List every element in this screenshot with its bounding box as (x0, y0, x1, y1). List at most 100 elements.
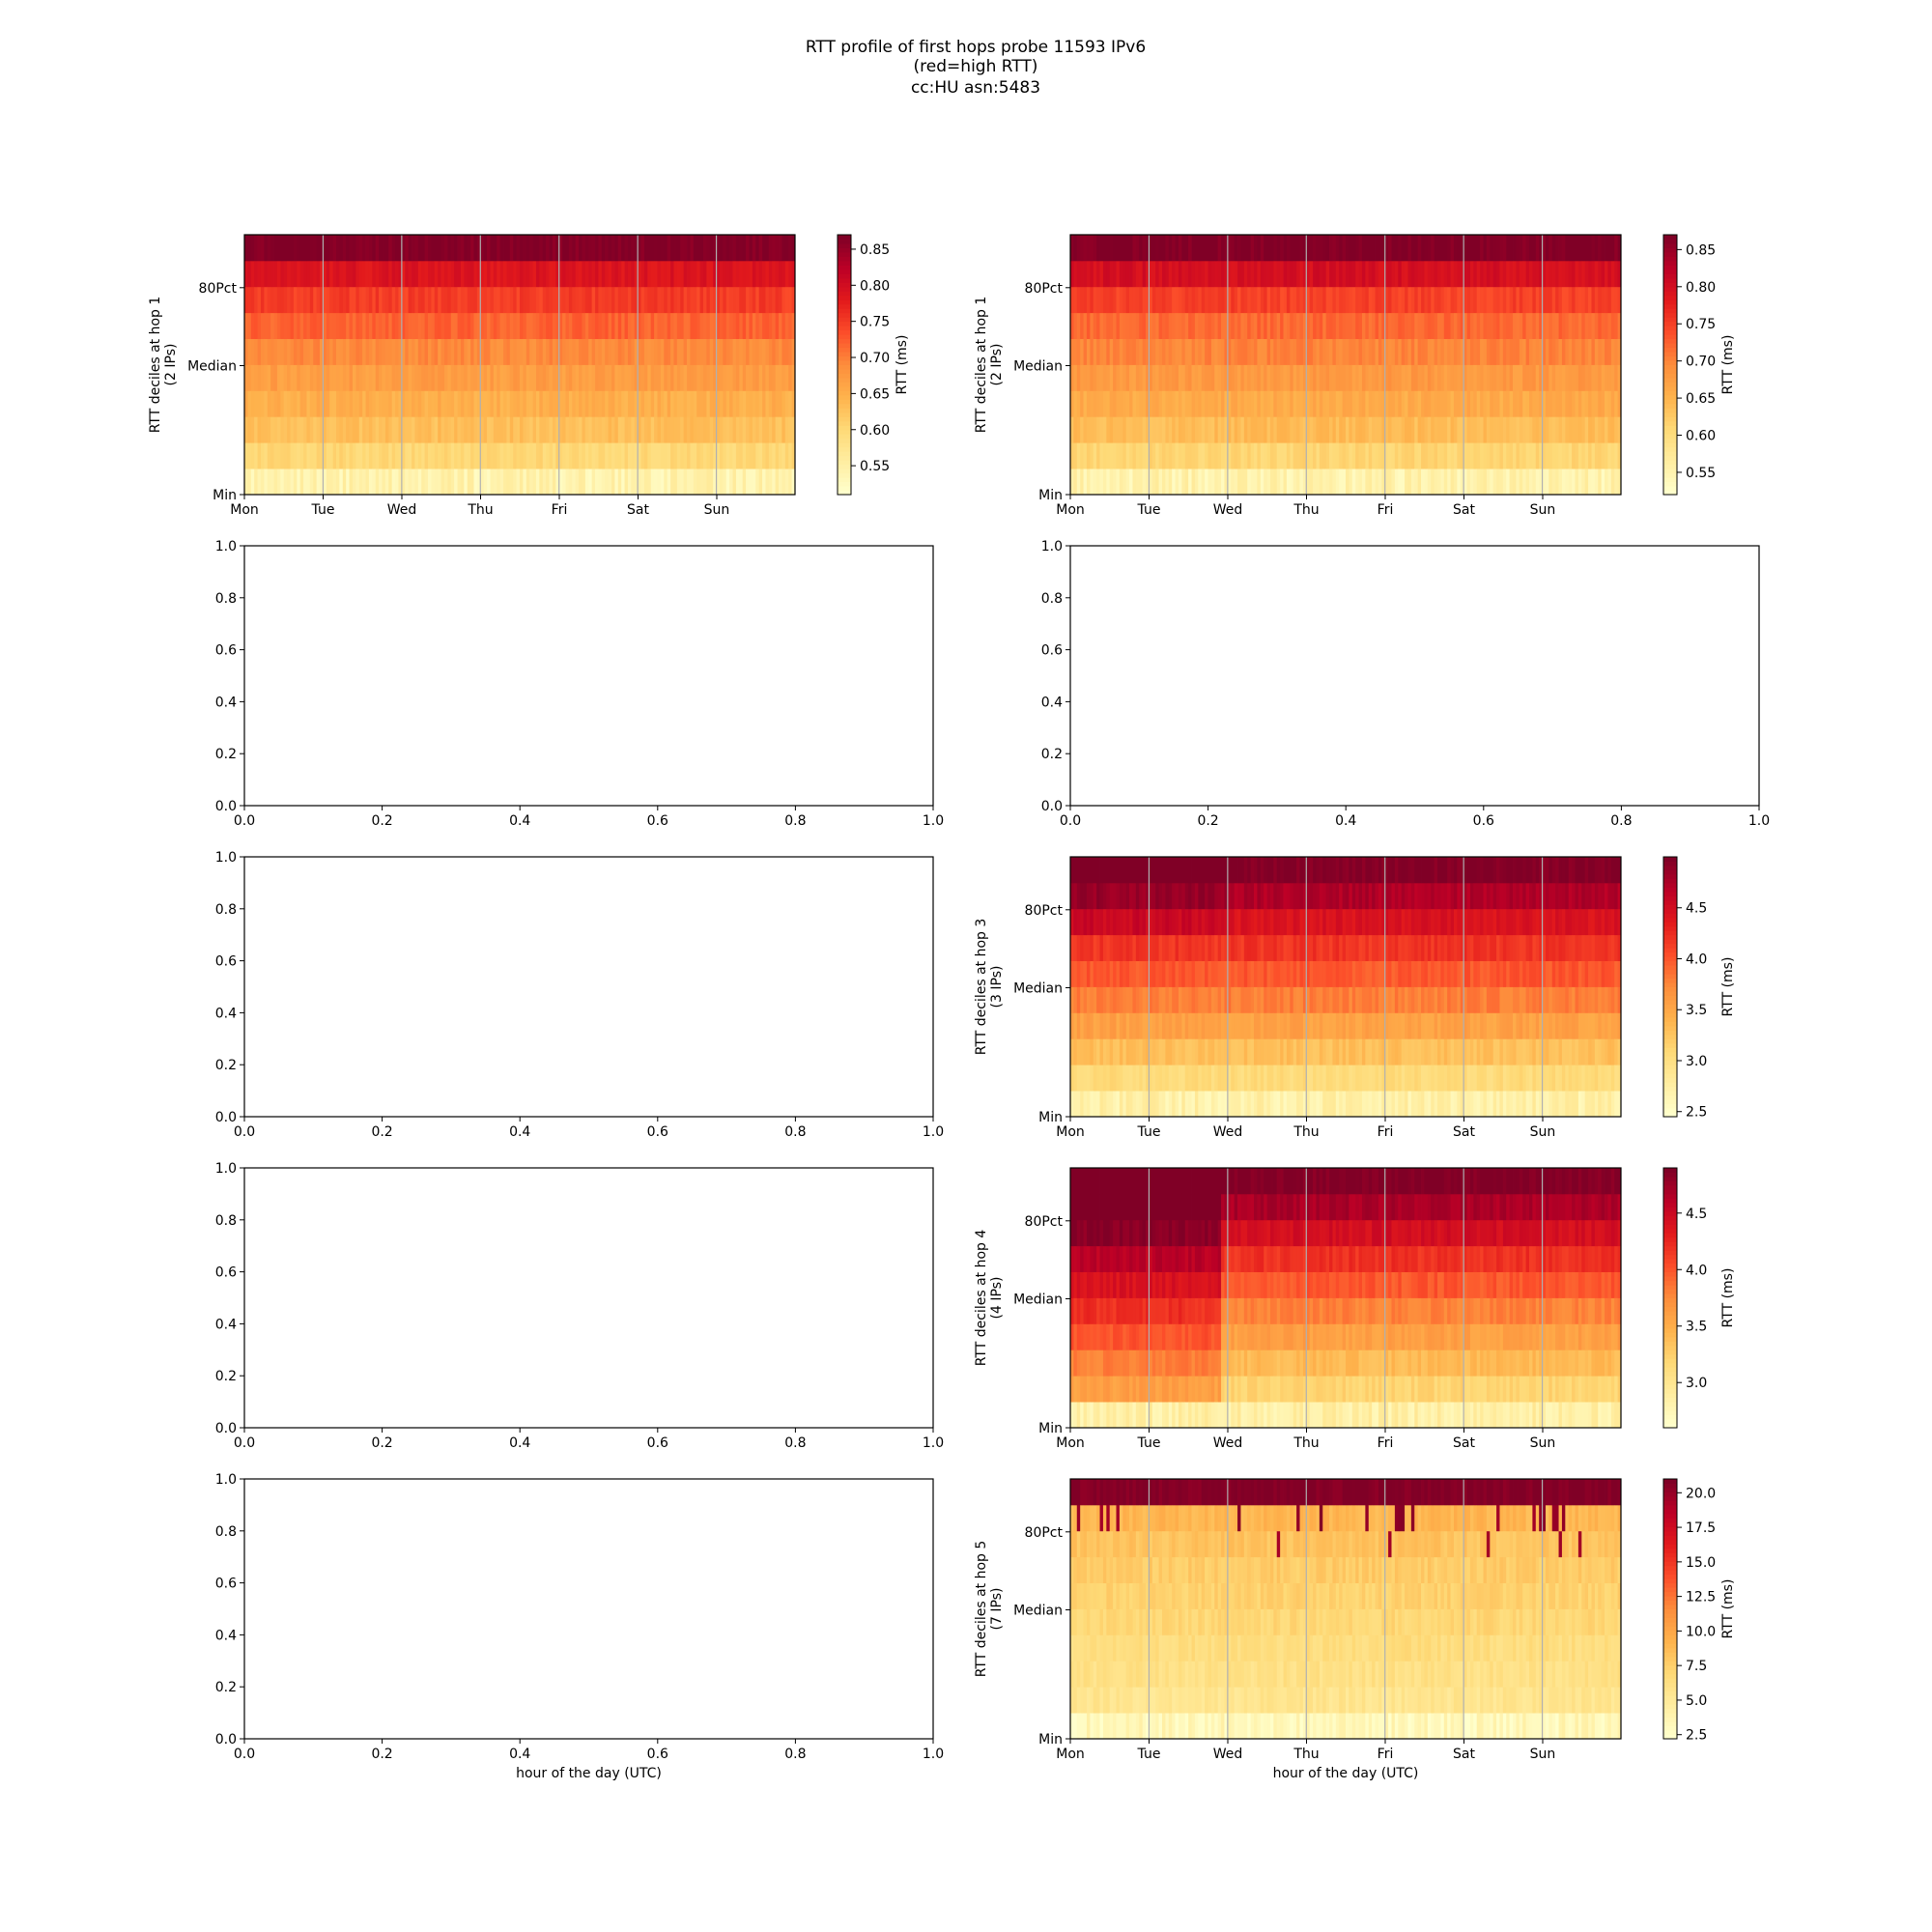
heatmap-cell (1355, 260, 1359, 288)
heatmap-cell (293, 312, 298, 339)
heatmap-cell (1460, 1065, 1464, 1092)
heatmap-cell (1129, 1091, 1133, 1118)
heatmap-cell (1460, 882, 1464, 910)
heatmap-cell (1162, 1091, 1166, 1118)
heatmap-cell (1388, 1091, 1392, 1118)
heatmap-cell (1532, 338, 1537, 365)
heatmap-cell (1286, 416, 1291, 443)
heatmap-cell (1460, 960, 1464, 987)
heatmap-cell (588, 416, 593, 443)
heatmap-cell (755, 338, 760, 365)
heatmap-cell (1073, 960, 1078, 987)
heatmap-cell (490, 235, 495, 262)
heatmap-cell (735, 390, 740, 417)
heatmap-cell (772, 469, 777, 496)
heatmap-cell (1162, 235, 1166, 262)
heatmap-cell (260, 235, 265, 262)
heatmap-cell (1414, 882, 1419, 910)
heatmap-cell (1476, 908, 1481, 936)
heatmap-cell (1372, 882, 1376, 910)
heatmap-cell (1102, 1091, 1107, 1118)
heatmap-cell (503, 286, 507, 314)
heatmap-cell (1231, 286, 1236, 314)
heatmap-cell (1149, 1012, 1153, 1039)
heatmap-cell (582, 312, 586, 339)
heatmap-cell (467, 442, 471, 469)
heatmap-cell (1414, 1012, 1419, 1039)
heatmap-cell (1437, 1091, 1441, 1118)
heatmap-cell (676, 260, 681, 288)
heatmap-cell (1529, 235, 1533, 262)
heatmap-cell (346, 312, 350, 339)
heatmap-cell (664, 260, 668, 288)
heatmap-cell (1135, 986, 1140, 1013)
heatmap-cell (1293, 1012, 1297, 1039)
heatmap-cell (1466, 338, 1471, 365)
heatmap-cell (1539, 469, 1543, 496)
y-tick-label: 80Pct (199, 281, 238, 297)
heatmap-cell (1447, 857, 1451, 884)
heatmap-cell (535, 469, 540, 496)
heatmap-cell (1109, 1038, 1114, 1065)
heatmap-cell (1273, 469, 1278, 496)
y-tick-label: 1.0 (215, 539, 237, 554)
heatmap-cell (503, 364, 507, 391)
heatmap-cell (693, 338, 697, 365)
heatmap-cell (1358, 469, 1363, 496)
heatmap-cell (1394, 1065, 1399, 1092)
heatmap-cell (1450, 908, 1455, 936)
heatmap-cell (1139, 1065, 1144, 1092)
heatmap-cell (1346, 260, 1350, 288)
heatmap-cell (1460, 338, 1464, 365)
heatmap-cell (627, 442, 632, 469)
heatmap-cell (1476, 338, 1481, 365)
heatmap-cell (1355, 882, 1359, 910)
heatmap-cell (260, 390, 265, 417)
heatmap-cell (667, 364, 671, 391)
heatmap-cell (1070, 235, 1074, 262)
heatmap-cell (1325, 416, 1330, 443)
heatmap-cell (1070, 908, 1074, 936)
heatmap-cell (1502, 442, 1507, 469)
heatmap-cell (579, 390, 582, 417)
heatmap-cell (1391, 908, 1396, 936)
heatmap-cell (1221, 1065, 1225, 1092)
heatmap-cell (1335, 390, 1340, 417)
heatmap-cell (775, 286, 780, 314)
heatmap-cell (1601, 364, 1605, 391)
heatmap-cell (1158, 442, 1163, 469)
heatmap-cell (1181, 1038, 1186, 1065)
heatmap-cell (438, 235, 441, 262)
heatmap-cell (316, 442, 321, 469)
heatmap-cell (706, 442, 711, 469)
heatmap-cell (775, 338, 780, 365)
heatmap-cell (1309, 908, 1314, 936)
heatmap-cell (270, 312, 274, 339)
heatmap-cell (431, 312, 436, 339)
colorbar-segment (838, 273, 851, 279)
heatmap-cell (1208, 882, 1212, 910)
heatmap-cell (1424, 442, 1429, 469)
heatmap-cell (1492, 390, 1497, 417)
heatmap-cell (1457, 882, 1462, 910)
heatmap-cell (1551, 260, 1556, 288)
heatmap-cell (1139, 960, 1144, 987)
heatmap-cell (1191, 442, 1196, 469)
heatmap-cell (1221, 882, 1225, 910)
heatmap-cell (352, 338, 356, 365)
heatmap-cell (614, 338, 619, 365)
heatmap-cell (1181, 934, 1186, 961)
heatmap-cell (1349, 260, 1353, 288)
heatmap-cell (1158, 986, 1163, 1013)
heatmap-cell (523, 442, 527, 469)
heatmap-cell (1391, 1065, 1396, 1092)
heatmap-cell (1243, 235, 1248, 262)
heatmap-cell (1296, 882, 1300, 910)
heatmap-cell (375, 312, 380, 339)
heatmap-cell (634, 442, 639, 469)
heatmap-cell (1368, 416, 1373, 443)
heatmap-cell (1372, 986, 1376, 1013)
heatmap-cell (1342, 338, 1347, 365)
heatmap-cell (254, 390, 258, 417)
heatmap-cell (1302, 260, 1307, 288)
